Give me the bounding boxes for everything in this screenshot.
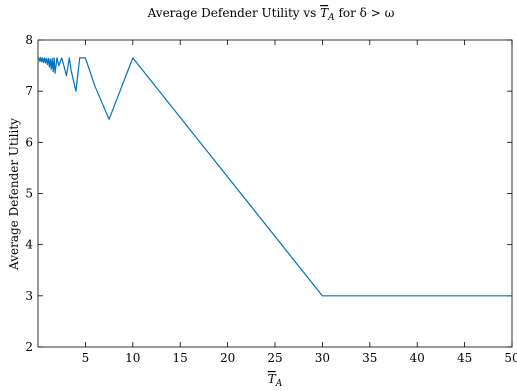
y-axis-label: Average Defender Utility <box>7 118 21 271</box>
chart-title-sub: A <box>327 13 335 23</box>
x-axis: 5 10 15 20 25 30 35 40 45 50 <box>82 40 517 365</box>
chart-title-main: Average Defender Utility vs <box>147 6 321 20</box>
chart-title-tail: for δ > ω <box>335 6 395 20</box>
y-tick-label: 8 <box>25 33 33 47</box>
chart-title: Average Defender Utility vs TA for δ > ω <box>147 6 395 23</box>
x-tick-label: 40 <box>410 351 425 365</box>
x-tick-label: 45 <box>457 351 472 365</box>
x-axis-label-T: T <box>268 372 277 386</box>
series-layer <box>37 56 512 297</box>
y-tick-label: 5 <box>25 187 33 201</box>
x-tick-label: 15 <box>173 351 188 365</box>
x-tick-label: 20 <box>220 351 235 365</box>
x-tick-label: 5 <box>82 351 90 365</box>
x-tick-label: 10 <box>125 351 140 365</box>
y-tick-label: 2 <box>25 340 33 354</box>
plot-area <box>37 39 513 348</box>
x-axis-label: TA <box>268 372 283 389</box>
x-tick-label: 25 <box>267 351 282 365</box>
y-tick-label: 6 <box>25 135 33 149</box>
y-tick-label: 7 <box>25 84 33 98</box>
chart-title-T: T <box>320 6 329 20</box>
x-tick-label: 35 <box>362 351 377 365</box>
y-tick-label: 4 <box>25 238 33 252</box>
x-axis-label-sub: A <box>275 379 283 389</box>
y-axis: 2 3 4 5 6 7 8 <box>25 33 512 354</box>
series-line <box>37 56 512 297</box>
y-tick-label: 3 <box>25 289 33 303</box>
x-tick-label: 30 <box>315 351 330 365</box>
x-tick-label: 50 <box>504 351 517 365</box>
